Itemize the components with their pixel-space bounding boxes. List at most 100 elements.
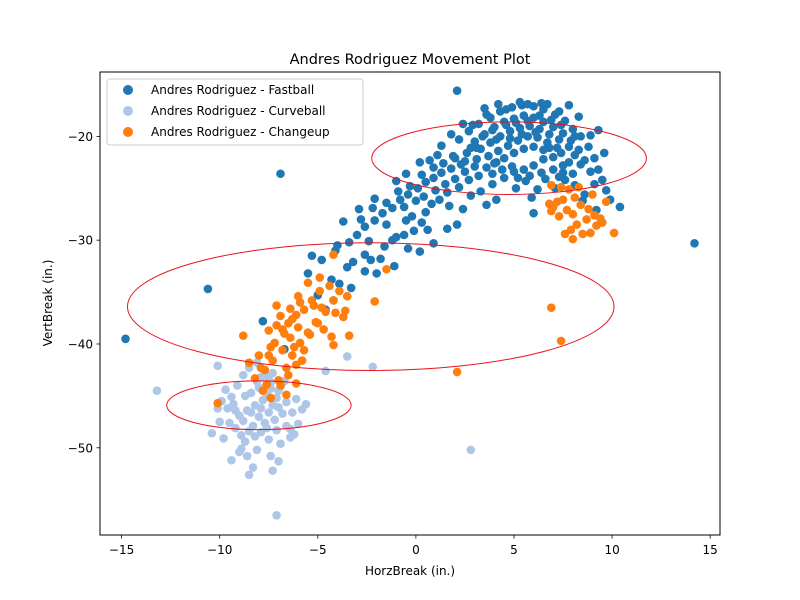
data-point — [415, 247, 425, 256]
legend: Andres Rodriguez - Fastball Andres Rodri… — [106, 78, 364, 146]
data-point — [556, 148, 566, 158]
data-point — [572, 220, 582, 229]
data-point — [501, 105, 511, 114]
data-point — [284, 318, 293, 328]
x-tick-label: 0 — [412, 543, 420, 557]
data-point — [248, 463, 258, 472]
data-point — [301, 399, 311, 409]
data-point — [576, 132, 585, 141]
data-point — [482, 200, 491, 210]
data-point — [554, 107, 564, 116]
data-point — [264, 326, 274, 335]
data-point — [578, 229, 587, 239]
data-point — [203, 284, 213, 294]
x-tick-label: −5 — [309, 543, 327, 557]
data-point — [439, 159, 448, 168]
data-point — [344, 237, 354, 247]
data-point — [254, 412, 264, 421]
data-point — [435, 195, 444, 204]
data-point — [417, 170, 427, 180]
data-point — [545, 129, 554, 139]
data-point — [370, 194, 379, 203]
data-point — [411, 196, 421, 206]
data-point — [594, 165, 603, 174]
data-point — [258, 316, 268, 326]
data-point — [348, 257, 358, 267]
data-point — [342, 352, 352, 361]
y-tick-label: −50 — [68, 441, 93, 455]
data-point — [395, 195, 405, 204]
data-point — [597, 175, 607, 185]
data-point — [417, 218, 427, 227]
data-point — [564, 142, 574, 152]
data-point — [558, 195, 568, 204]
data-point — [511, 118, 521, 128]
data-point — [280, 329, 289, 338]
data-point — [278, 409, 287, 418]
data-point — [472, 154, 482, 164]
data-point — [586, 167, 595, 176]
data-point — [523, 116, 533, 126]
data-point — [429, 238, 438, 248]
data-point — [584, 142, 593, 152]
data-point — [493, 146, 503, 156]
ellipse-1 — [126, 242, 615, 371]
data-point — [246, 408, 256, 417]
data-point — [403, 244, 413, 253]
data-point — [554, 172, 564, 182]
data-point — [480, 104, 489, 113]
data-point — [437, 168, 446, 177]
ellipse-0 — [371, 121, 647, 195]
data-point — [533, 185, 542, 194]
data-point — [284, 370, 293, 380]
data-point — [282, 397, 291, 407]
data-point — [556, 120, 566, 130]
data-point — [382, 220, 391, 229]
data-point — [454, 135, 464, 144]
data-point — [244, 470, 254, 480]
data-point — [254, 351, 264, 360]
data-point — [282, 363, 291, 373]
data-point — [291, 379, 301, 388]
x-axis-title: HorzBreak (in.) — [365, 564, 455, 578]
data-point — [293, 419, 303, 429]
data-point — [537, 168, 546, 177]
data-point — [419, 192, 429, 201]
data-point — [236, 444, 246, 454]
data-point — [335, 279, 344, 289]
data-point — [511, 183, 521, 193]
legend-marker-curveball — [123, 106, 133, 116]
data-point — [505, 126, 515, 136]
data-point — [515, 97, 525, 107]
data-point — [227, 392, 236, 402]
data-point — [615, 202, 625, 212]
data-point — [568, 234, 578, 244]
data-point — [342, 291, 352, 301]
data-point — [388, 203, 397, 213]
data-point — [401, 169, 411, 179]
data-point — [546, 303, 556, 312]
data-point — [545, 143, 554, 153]
data-point — [340, 306, 350, 316]
data-point — [344, 331, 354, 340]
data-point — [570, 150, 580, 160]
data-point — [441, 179, 450, 189]
data-point — [556, 182, 566, 192]
data-point — [588, 190, 597, 199]
data-point — [303, 269, 313, 278]
data-point — [454, 182, 464, 192]
data-point — [507, 162, 517, 171]
data-point — [554, 135, 564, 144]
data-point — [287, 351, 297, 360]
data-point — [370, 216, 379, 225]
data-point — [274, 403, 283, 412]
data-point — [564, 158, 574, 167]
data-point — [492, 195, 501, 204]
data-point — [221, 385, 230, 394]
x-tick-label: 5 — [510, 543, 518, 557]
data-point — [450, 174, 460, 184]
data-point — [519, 144, 529, 154]
data-point — [317, 303, 327, 312]
plot-frame — [99, 71, 721, 536]
data-point — [466, 143, 476, 153]
